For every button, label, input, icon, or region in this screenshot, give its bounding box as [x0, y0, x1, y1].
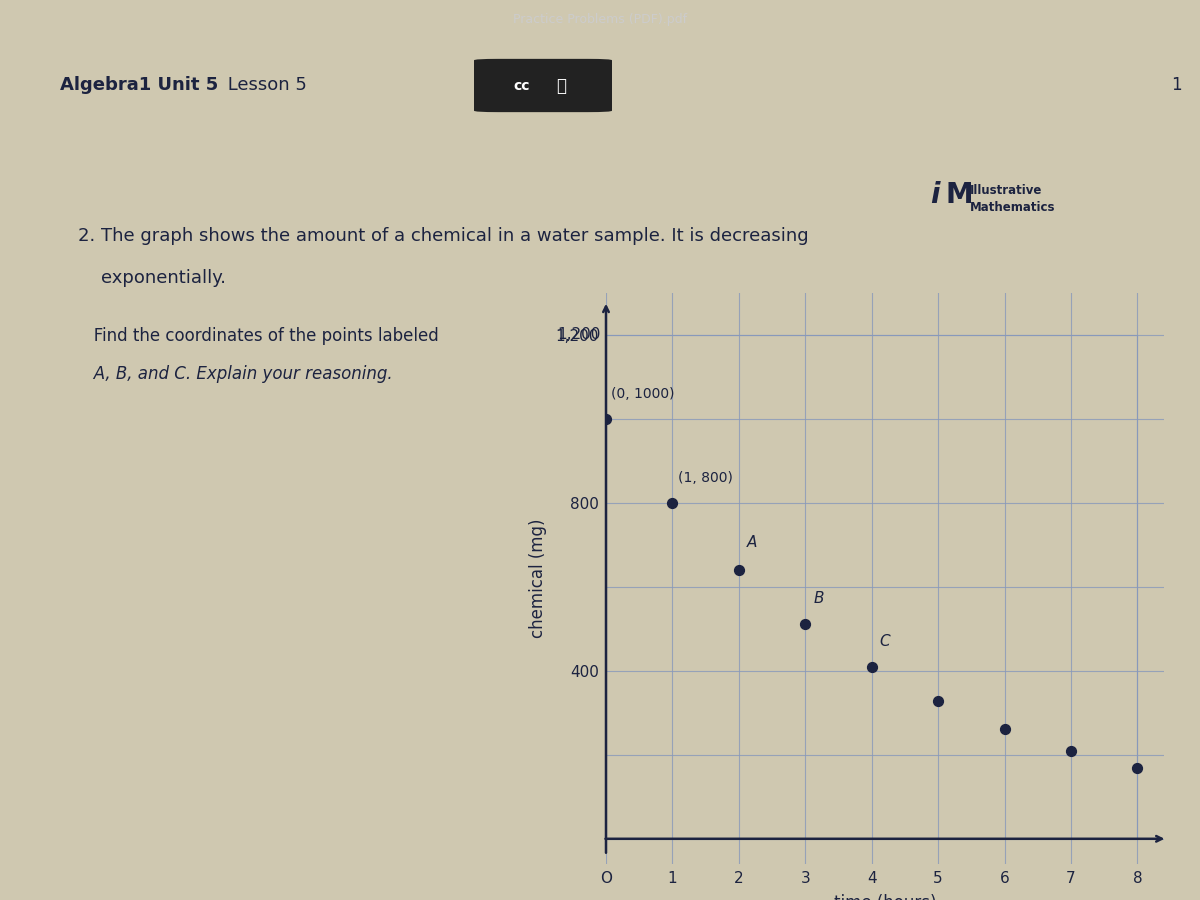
Text: 1: 1: [1171, 76, 1182, 94]
Point: [662, 495, 682, 509]
Point: [1062, 743, 1081, 758]
Text: exponentially.: exponentially.: [78, 269, 226, 287]
Text: 1,200: 1,200: [557, 327, 601, 342]
Point: [730, 562, 749, 577]
X-axis label: time (hours): time (hours): [834, 895, 936, 900]
Text: cc: cc: [514, 78, 530, 93]
Point: [796, 616, 815, 631]
Text: B: B: [814, 590, 823, 606]
FancyBboxPatch shape: [474, 58, 612, 112]
Text: C: C: [880, 634, 890, 649]
Text: i: i: [930, 181, 940, 209]
Point: [862, 660, 881, 674]
Text: Illustrative
Mathematics: Illustrative Mathematics: [970, 184, 1055, 214]
Text: A, B, and C. Explain your reasoning.: A, B, and C. Explain your reasoning.: [78, 365, 392, 383]
Text: Practice Problems (PDF).pdf: Practice Problems (PDF).pdf: [512, 14, 688, 26]
Text: A: A: [746, 535, 757, 550]
Y-axis label: chemical (mg): chemical (mg): [529, 518, 547, 638]
Text: Find the coordinates of the points labeled: Find the coordinates of the points label…: [78, 327, 439, 345]
Point: [1128, 761, 1147, 776]
Point: [995, 722, 1014, 736]
Text: 2. The graph shows the amount of a chemical in a water sample. It is decreasing: 2. The graph shows the amount of a chemi…: [78, 227, 809, 245]
Point: [929, 694, 948, 708]
Text: Algebra1 Unit 5: Algebra1 Unit 5: [60, 76, 218, 94]
Point: [596, 411, 616, 426]
Text: ⓘ: ⓘ: [557, 76, 566, 94]
Text: (1, 800): (1, 800): [678, 471, 733, 484]
Text: Lesson 5: Lesson 5: [222, 76, 307, 94]
Text: M: M: [946, 181, 973, 209]
Text: (0, 1000): (0, 1000): [611, 387, 674, 400]
